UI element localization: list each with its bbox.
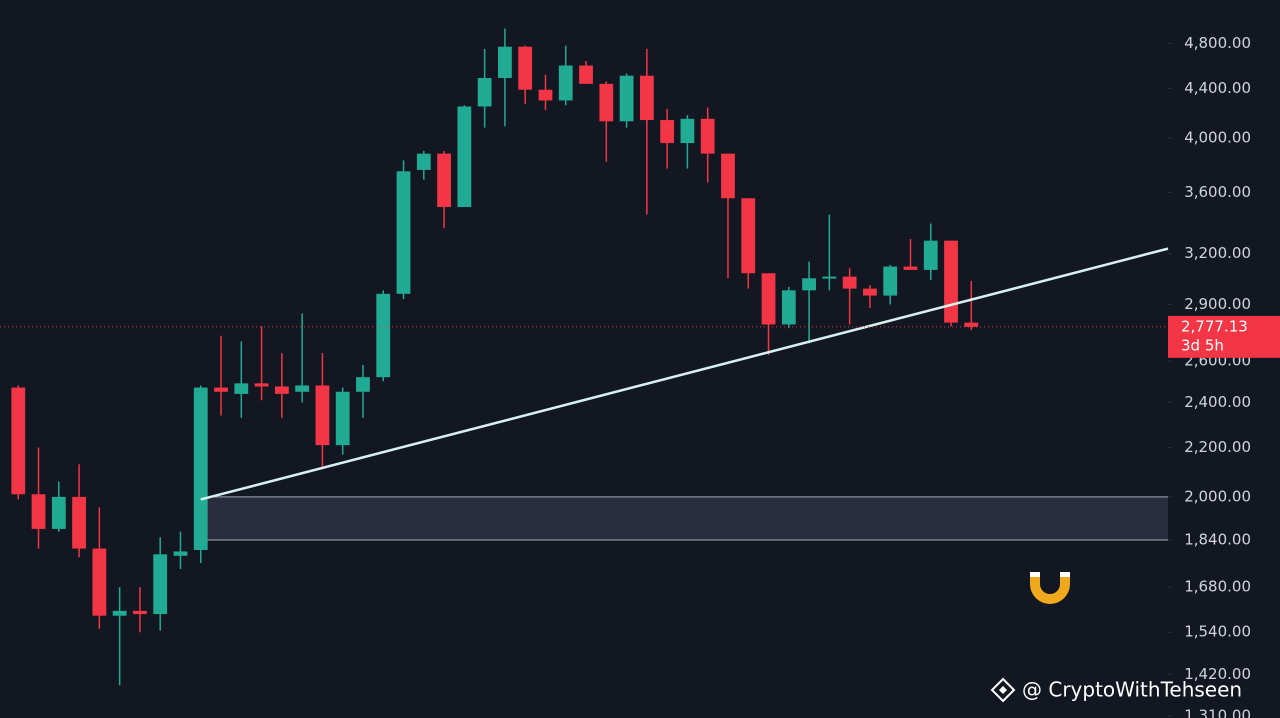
- y-tick-label: 3,200.00: [1184, 244, 1251, 262]
- candle-body: [619, 75, 634, 122]
- y-tick-label: 2,400.00: [1184, 393, 1251, 411]
- zone: [200, 496, 1168, 541]
- candle-body: [396, 171, 411, 294]
- candle-body: [558, 65, 573, 101]
- candle-body: [741, 198, 756, 274]
- y-tick-label: 1,420.00: [1184, 665, 1251, 683]
- candle-body: [883, 266, 898, 296]
- magnet-icon: [1030, 572, 1070, 604]
- candle-body: [477, 78, 492, 107]
- y-tick-label: 1,540.00: [1184, 623, 1251, 641]
- price-label: 2,777.13: [1181, 317, 1248, 335]
- candle-body: [335, 391, 350, 446]
- candle-body: [51, 496, 66, 529]
- y-tick-label: 1,680.00: [1184, 578, 1251, 596]
- y-tick-label: 2,200.00: [1184, 438, 1251, 456]
- candle-body: [842, 276, 857, 289]
- candle-body: [193, 387, 208, 551]
- y-tick-label: 4,800.00: [1184, 34, 1251, 52]
- candle-body: [700, 118, 715, 154]
- y-tick-label: 3,600.00: [1184, 183, 1251, 201]
- candle-body: [498, 46, 512, 79]
- candle-body: [599, 83, 614, 122]
- candle-body: [863, 288, 877, 296]
- candle-body: [761, 273, 776, 325]
- countdown-label: 3d 5h: [1181, 336, 1224, 354]
- candle-body: [538, 89, 553, 101]
- candle-body: [315, 385, 330, 446]
- candle-body: [903, 266, 918, 270]
- candle-body: [92, 548, 107, 616]
- candle-body: [254, 383, 269, 387]
- candle-body: [457, 106, 472, 208]
- candle-body: [944, 240, 958, 323]
- trendline: [200, 247, 1169, 501]
- candle-body: [822, 276, 837, 279]
- y-tick-label: 1,310.00: [1184, 707, 1251, 718]
- watermark: @ CryptoWithTehseen: [1022, 678, 1242, 702]
- candle-body: [680, 118, 695, 144]
- candle-body: [579, 65, 593, 84]
- candle-body: [802, 278, 816, 291]
- y-tick-label: 4,000.00: [1184, 128, 1251, 146]
- candle-body: [72, 496, 86, 549]
- candle-body: [437, 153, 451, 208]
- plot: 1,310.00 1,420.00 1,540.00 1,680.00 1,840.00…: [0, 28, 1280, 718]
- candle-body: [173, 551, 188, 556]
- candle-body: [781, 290, 796, 325]
- candle-body: [356, 377, 370, 392]
- candle-body: [660, 120, 675, 144]
- y-tick-label: 1,840.00: [1184, 531, 1251, 549]
- candle-body: [153, 554, 168, 615]
- y-tick-label: 2,000.00: [1184, 487, 1251, 505]
- candle-body: [31, 494, 46, 529]
- candle-body: [923, 240, 938, 270]
- candle-body: [964, 322, 979, 327]
- y-tick-label: 2,900.00: [1184, 295, 1251, 313]
- candle-body: [234, 383, 249, 394]
- candle-body: [721, 153, 735, 199]
- candle-body: [214, 387, 228, 392]
- price-box: [1168, 315, 1280, 358]
- candle-body: [518, 46, 533, 90]
- candle-body: [112, 610, 127, 616]
- candle-body: [274, 386, 289, 394]
- candle-body: [133, 610, 147, 615]
- candle-body: [376, 293, 391, 378]
- candle-body: [11, 387, 26, 495]
- y-tick-label: 4,400.00: [1184, 79, 1251, 97]
- candle-body: [639, 75, 654, 121]
- candle-body: [295, 385, 310, 392]
- candle-body: [416, 153, 431, 170]
- watermark-icon: [990, 677, 1016, 703]
